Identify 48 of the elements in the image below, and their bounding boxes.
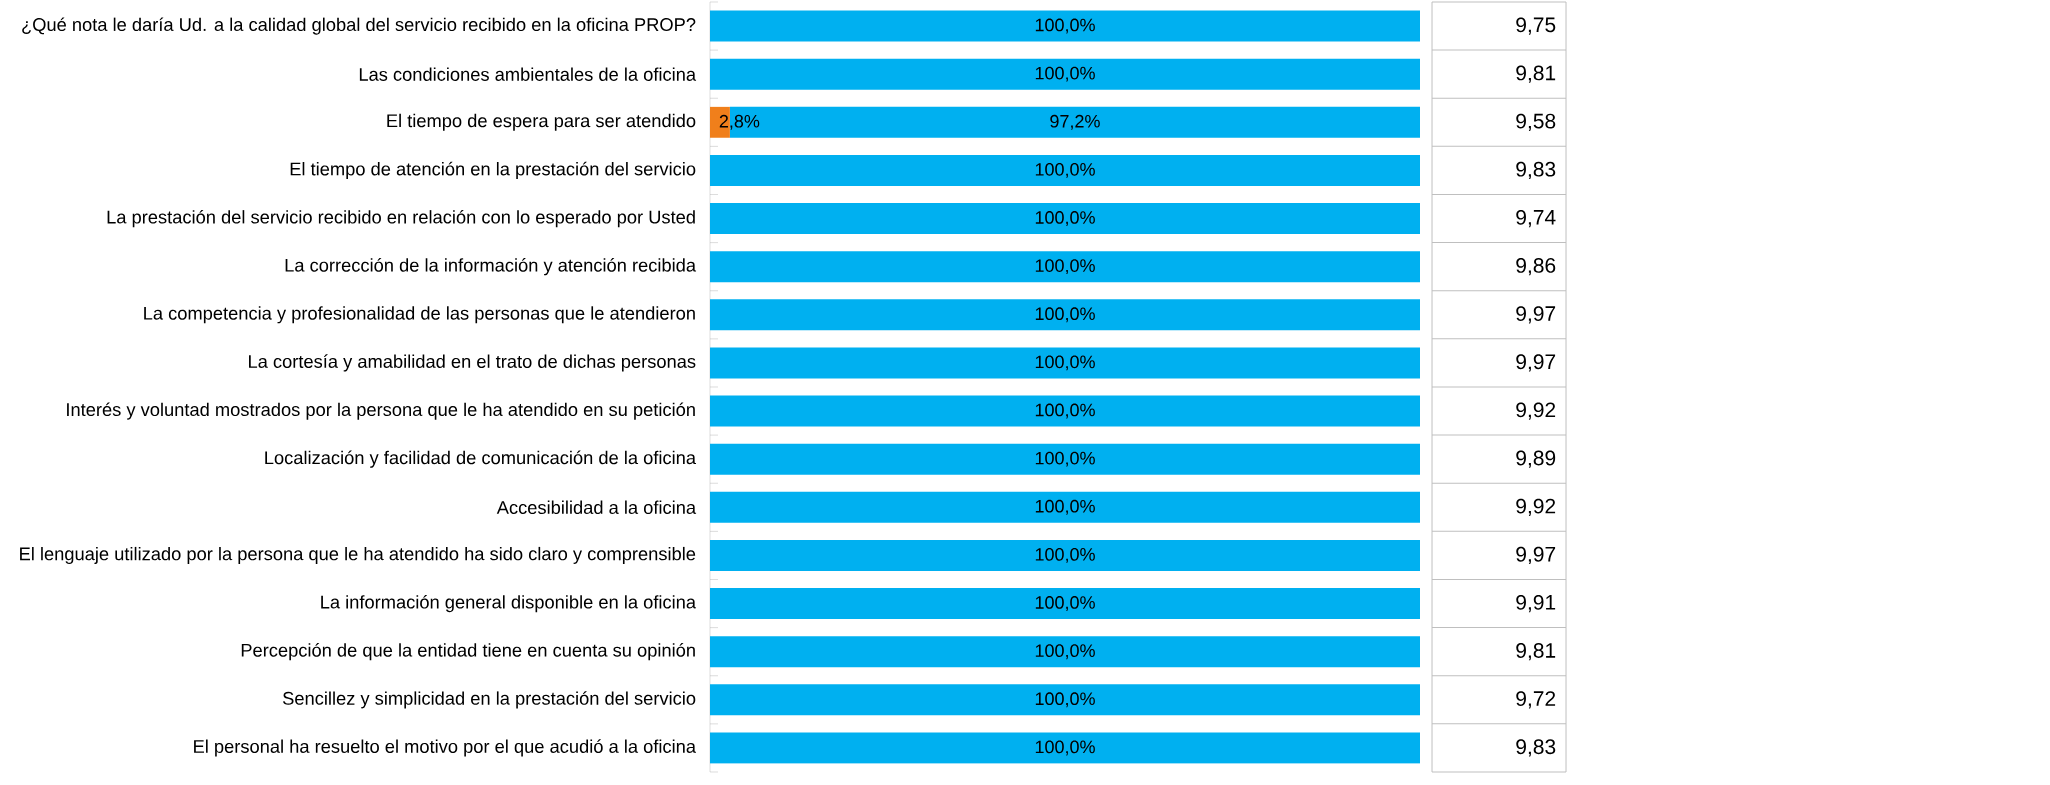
data-label: 100,0% xyxy=(1035,162,1095,178)
data-label: 100,0% xyxy=(1035,307,1095,323)
y-tick-label: La cortesía y amabilidad en el trato de dichas personas xyxy=(249,354,696,372)
data-label: 100,0% xyxy=(1035,547,1095,563)
y-tick-label: El tiempo de espera para ser atendido xyxy=(387,113,696,131)
y-tick-label: Percepción de que la entidad tiene en cuenta su opinión xyxy=(241,643,695,661)
text: 9,58 xyxy=(1516,113,1556,131)
text: 9,81 xyxy=(1516,643,1556,661)
text: 9,97 xyxy=(1516,546,1556,565)
data-label: 100,0% xyxy=(1035,644,1095,660)
data-label: 100,0% xyxy=(1035,692,1095,708)
y-tick-label: Accesibilidad a la oficina xyxy=(496,500,697,515)
y-tick-label: La información general disponible en la oficina xyxy=(321,594,697,613)
data-label: 100,0% xyxy=(1035,451,1095,467)
data-label: 100,0% xyxy=(1035,66,1095,82)
text: 9,86 xyxy=(1516,258,1556,276)
text: 9,92 xyxy=(1516,402,1556,420)
data-label: 100,0% xyxy=(1035,355,1095,371)
data-label: 100,0% xyxy=(1035,403,1095,419)
data-label: 100,0% xyxy=(1035,259,1095,275)
y-tick-label: Sencillez y simplicidad en la prestación del servicio xyxy=(282,691,696,709)
text: 9,74 xyxy=(1516,209,1556,228)
y-tick-label: El tiempo de atención en la prestación del servicio xyxy=(290,161,696,180)
y-tick-label: El lenguaje utilizado por la persona que le ha atendido ha sido claro y comprensible xyxy=(20,546,696,564)
data-label: 100,0% xyxy=(1035,596,1095,611)
text: 9,83 xyxy=(1516,739,1556,757)
text: 9,81 xyxy=(1516,65,1556,83)
text: 9,72 xyxy=(1516,691,1556,709)
y-tick-label: Interés y voluntad mostrados por la persona que le ha atendido en su petición xyxy=(67,402,695,420)
y-tick-label: El personal ha resuelto el motivo por el que acudió a la oficina xyxy=(194,739,697,757)
text: 9,97 xyxy=(1516,306,1556,324)
data-label: 100,0% xyxy=(1035,740,1095,756)
y-tick-label: Localización y facilidad de comunicación de la oficina xyxy=(265,450,697,468)
data-label: 100,0% xyxy=(1035,18,1095,34)
data-label: 100,0% xyxy=(1035,211,1095,226)
data-label: 100,0% xyxy=(1035,499,1095,515)
data-label: 97,2% xyxy=(1050,114,1100,130)
y-tick-label: ¿Qué nota le daría Ud. a la calidad global del servicio recibido en la oficina PROP? xyxy=(22,17,696,35)
text: 9,83 xyxy=(1516,161,1556,180)
y-tick-label: Las condiciones ambientales de la oficina xyxy=(359,67,697,81)
text: 9,89 xyxy=(1516,450,1556,468)
text: 9,97 xyxy=(1516,354,1556,372)
y-tick-label: La competencia y profesionalidad de las personas que le atendieron xyxy=(144,306,695,324)
text: 9,91 xyxy=(1516,594,1556,613)
y-tick-label: La corrección de la información y atención recibida xyxy=(285,258,697,276)
y-tick-label: La prestación del servicio recibido en relación con lo esperado por Usted xyxy=(107,209,695,228)
text: 9,75 xyxy=(1516,17,1556,35)
text: 9,92 xyxy=(1516,498,1556,516)
